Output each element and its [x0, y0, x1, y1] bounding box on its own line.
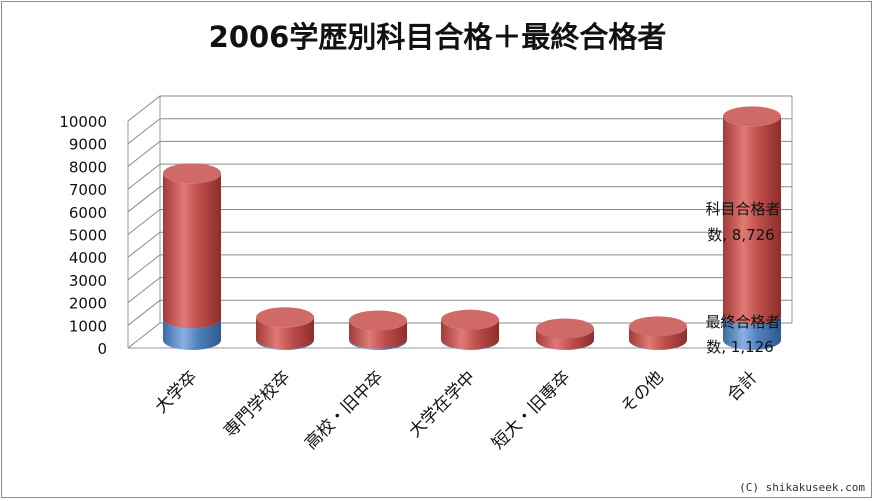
gridlines	[127, 95, 793, 349]
bar-subject-4-body	[536, 328, 594, 350]
bar-final-6-body	[723, 314, 781, 350]
data-label-subject-line1: 科目合格者	[705, 200, 780, 218]
bar-subject-0-top	[163, 163, 221, 184]
x-axis-ticks: 大学卒 専門学校卒 高校・旧中卒 大学在学中 短大・旧専卒 その他 合計	[151, 367, 761, 453]
data-label-final-line2: 数, 1,126	[706, 338, 773, 356]
y-tick-label: 1000	[69, 317, 107, 335]
bar-subject-6-body	[723, 116, 781, 325]
bar-subject-0	[163, 163, 221, 329]
gridline	[127, 209, 792, 235]
x-tick-label: 大学卒	[151, 367, 201, 417]
gridline	[127, 95, 792, 122]
bar-subject-3	[441, 309, 499, 350]
bar-subject-1	[256, 307, 314, 350]
bar-final-0-body	[163, 318, 221, 350]
bar-subject-4	[536, 318, 594, 350]
y-tick-label: 9000	[69, 136, 107, 154]
x-tick-label: 高校・旧中卒	[301, 367, 387, 453]
y-tick-label: 8000	[69, 158, 107, 176]
y-tick-label: 7000	[69, 181, 107, 199]
y-tick-label: 5000	[69, 227, 107, 245]
gridline	[127, 140, 792, 167]
x-tick-label: 短大・旧専卒	[488, 367, 574, 453]
data-label-subject-line2: 数, 8,726	[707, 226, 774, 244]
x-tick-label: その他	[617, 367, 667, 417]
bar-subject-5-top	[629, 316, 687, 337]
bars	[163, 106, 781, 350]
x-tick-label: 大学在学中	[405, 367, 479, 441]
data-label-final-line1: 最終合格者	[705, 313, 780, 331]
bar-subject-6-top	[723, 106, 781, 127]
bar-subject-1-body	[256, 317, 314, 350]
gridline	[127, 231, 792, 258]
bar-subject-0-body	[163, 173, 221, 329]
y-tick-label: 4000	[69, 249, 107, 267]
bar-subject-4-top	[536, 318, 594, 339]
bar-subject-1-top	[256, 307, 314, 328]
gridline	[127, 254, 792, 281]
bar-subject-6	[723, 106, 781, 325]
gridline	[127, 186, 792, 213]
gridline	[127, 118, 792, 145]
gridline	[127, 299, 792, 326]
y-axis-ticks: 0 1000 2000 3000 4000 5000 6000 7000 8000 9000 100…	[59, 113, 107, 358]
gridline	[127, 163, 792, 190]
x-tick-label: 合計	[723, 367, 761, 405]
bar-subject-2-top	[349, 310, 407, 331]
bar-subject-2	[349, 310, 407, 349]
bar-subject-3-body	[441, 319, 499, 350]
y-tick-label: 10000	[59, 113, 107, 131]
bar-subject-2-body	[349, 320, 407, 349]
x-tick-label: 専門学校卒	[220, 367, 294, 441]
bar-subject-5-body	[629, 326, 687, 350]
bar-subject-5	[629, 316, 687, 350]
y-tick-label: 0	[97, 340, 107, 358]
chart-title: 2006学歴別科目合格＋最終合格者	[208, 20, 667, 54]
gridline	[127, 277, 792, 303]
y-tick-label: 2000	[69, 295, 107, 313]
y-tick-label: 6000	[69, 204, 107, 222]
bar-subject-3-top	[441, 309, 499, 330]
y-tick-label: 3000	[69, 272, 107, 290]
credit-text: (C) shikakuseek.com	[739, 481, 865, 494]
